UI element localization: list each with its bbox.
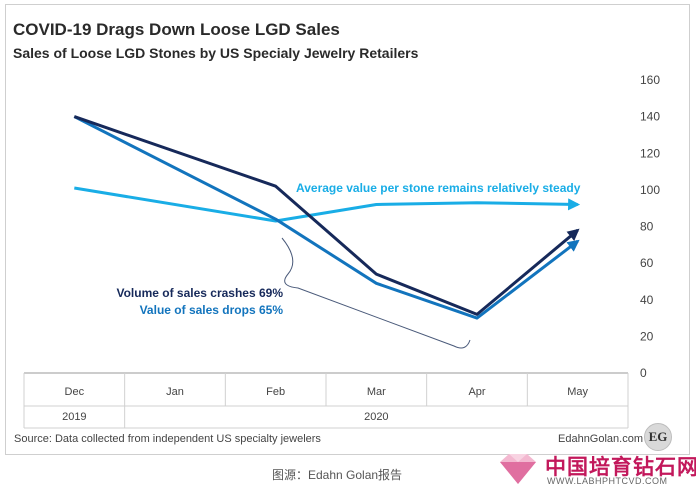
- y-tick-label: 80: [640, 220, 654, 234]
- watermark-url[interactable]: WWW.LABHPHTCVD.COM: [547, 476, 668, 486]
- x-tick-label: May: [567, 386, 588, 398]
- watermark-text: 中国培育钻石网: [545, 456, 696, 479]
- annotation-avg: Average value per stone remains relative…: [296, 181, 581, 195]
- x-tick-label: Mar: [367, 386, 386, 398]
- y-tick-label: 60: [640, 256, 654, 270]
- annotation-brace: [281, 237, 471, 349]
- x-year-label: 2020: [364, 411, 388, 423]
- brand-link[interactable]: EdahnGolan.com: [558, 433, 643, 445]
- x-tick-label: Apr: [468, 386, 485, 398]
- eg-logo: EG: [644, 423, 672, 451]
- axis-layer: Dec Jan Feb Mar Apr May 2019 2020 0 20 40 60 80 100 12…: [23, 73, 660, 429]
- series-line-volume: [73, 115, 580, 316]
- y-tick-label: 100: [640, 183, 660, 197]
- x-tick-label: Feb: [266, 386, 285, 398]
- y-tick-label: 40: [640, 293, 654, 307]
- y-tick-label: 20: [640, 329, 654, 343]
- image-caption: 图源：Edahn Golan报告: [272, 468, 403, 482]
- annotation-value: Value of sales drops 65%: [140, 303, 284, 317]
- y-tick-label: 160: [640, 73, 660, 87]
- x-year-label: 2019: [62, 411, 86, 423]
- y-tick-label: 140: [640, 110, 660, 124]
- x-tick-label: Dec: [65, 386, 85, 398]
- source-note: Source: Data collected from independent …: [14, 433, 321, 445]
- diamond-icon: [500, 454, 536, 484]
- y-tick-label: 0: [640, 366, 647, 380]
- series-line-avg: [74, 186, 581, 223]
- y-tick-label: 120: [640, 146, 660, 160]
- series-line-value: [73, 115, 580, 320]
- annotation-volume: Volume of sales crashes 69%: [116, 286, 283, 300]
- chart-subtitle: Sales of Loose LGD Stones by US Specialy…: [13, 45, 419, 61]
- series-layer: [73, 115, 581, 320]
- chart-title: COVID-19 Drags Down Loose LGD Sales: [13, 20, 340, 39]
- x-tick-label: Jan: [166, 386, 184, 398]
